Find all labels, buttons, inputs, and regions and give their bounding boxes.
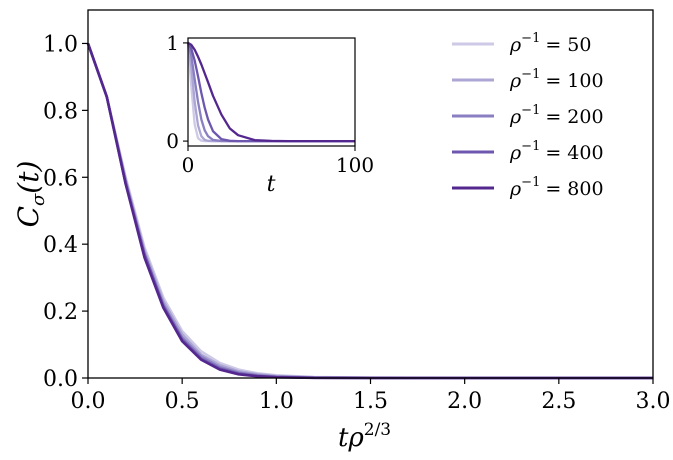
legend-label-rho: ρ — [509, 178, 522, 200]
legend-label-value: = 200 — [545, 106, 603, 128]
main-y-label-arg: (t) — [12, 161, 45, 194]
legend-label-value: = 100 — [545, 70, 603, 92]
legend-label-5: ρ−1 = 800 — [509, 175, 604, 200]
legend-label-value: = 400 — [545, 142, 603, 164]
inset-series-lines — [186, 41, 355, 143]
legend-label-3: ρ−1 = 200 — [509, 103, 604, 128]
main-x-tick-label: 3.0 — [636, 389, 671, 414]
main-x-tick-label: 2.0 — [447, 389, 482, 414]
main-series-line-4 — [86, 43, 653, 380]
main-x-tick-label: 2.5 — [541, 389, 576, 414]
main-y-tick-label: 0.0 — [43, 367, 78, 392]
main-y-tick-label: 0.6 — [43, 166, 78, 191]
main-series-line-5 — [86, 43, 653, 380]
main-series-line-3 — [86, 43, 653, 380]
legend-label-exp: −1 — [521, 67, 540, 82]
main-x-ticks: 0.0 0.5 1.0 1.5 2.0 2.5 3.0 — [71, 378, 671, 414]
legend-label-exp: −1 — [521, 139, 540, 154]
inset-x-tick-label: 0 — [182, 153, 195, 177]
main-x-axis-label: tρ2/3 — [338, 420, 391, 453]
legend-label-rho: ρ — [509, 70, 522, 92]
main-x-tick-label: 1.0 — [259, 389, 294, 414]
legend-label-rho: ρ — [509, 34, 522, 56]
inset-y-tick-label: 1 — [166, 31, 179, 55]
legend-label-1: ρ−1 = 50 — [509, 31, 591, 56]
legend-label-rho: ρ — [509, 106, 522, 128]
main-y-tick-label: 1.0 — [43, 32, 78, 57]
main-plot: 0.0 0.5 1.0 1.5 2.0 2.5 3.0 0.0 0.2 0.4 0.6 0.8 1.0… — [12, 9, 671, 453]
main-y-axis-label: Cσ(t) — [12, 161, 49, 228]
inset-x-tick-label: 100 — [336, 153, 374, 177]
main-x-label-t: t — [338, 423, 349, 453]
legend-label-exp: −1 — [521, 175, 540, 190]
legend-label-exp: −1 — [521, 31, 540, 46]
legend-label-4: ρ−1 = 400 — [509, 139, 604, 164]
legend-label-value: = 50 — [545, 34, 591, 56]
main-series-line-2 — [86, 43, 653, 380]
inset-series-line-5 — [187, 41, 355, 143]
legend-label-rho: ρ — [509, 142, 522, 164]
main-series-line-1 — [86, 43, 653, 380]
main-y-label-c: C — [12, 206, 45, 227]
inset-x-axis-label: t — [267, 172, 276, 197]
main-y-tick-label: 0.2 — [43, 300, 78, 325]
main-x-label-rho: ρ — [347, 423, 364, 453]
main-x-tick-label: 1.5 — [353, 389, 388, 414]
inset-axes-frame — [187, 37, 356, 147]
legend-label-value: = 800 — [545, 178, 603, 200]
inset-plot: 0 100 01 t — [166, 31, 374, 197]
inset-y-ticks: 01 — [166, 31, 188, 153]
inset-background — [188, 38, 355, 146]
main-series-lines — [86, 43, 653, 380]
main-x-tick-label: 0.5 — [165, 389, 200, 414]
main-y-ticks: 0.0 0.2 0.4 0.6 0.8 1.0 — [43, 32, 88, 392]
legend-label-2: ρ−1 = 100 — [509, 67, 604, 92]
inset-x-ticks: 0 100 — [182, 146, 374, 177]
main-y-label-sub: σ — [28, 193, 49, 206]
inset-y-tick-label: 0 — [166, 129, 179, 153]
main-x-tick-label: 0.0 — [71, 389, 106, 414]
legend-label-exp: −1 — [521, 103, 540, 118]
main-x-label-exp: 2/3 — [364, 420, 391, 440]
main-y-tick-label: 0.8 — [43, 99, 78, 124]
main-y-tick-label: 0.4 — [43, 233, 78, 258]
